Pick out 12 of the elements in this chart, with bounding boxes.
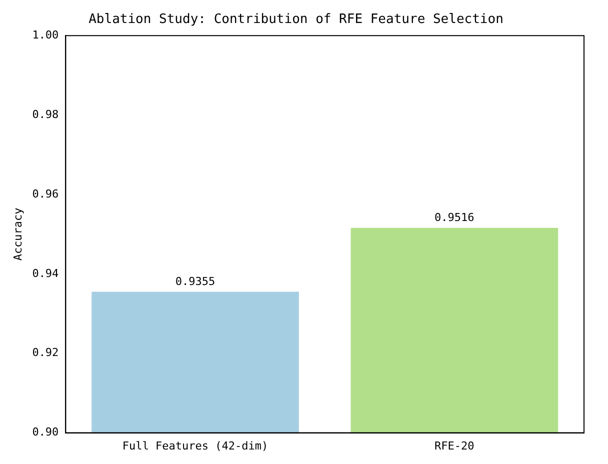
y-tick-label: 0.90 <box>32 426 59 439</box>
data-label: 0.9355 <box>175 275 216 288</box>
y-tick-label: 0.94 <box>32 266 60 280</box>
y-axis-title: Accuracy <box>11 207 24 261</box>
y-tick-label: 0.96 <box>32 187 59 200</box>
x-tick-label: RFE-20 <box>434 439 474 452</box>
chart-title: Ablation Study: Contribution of RFE Feature Selection <box>88 12 504 28</box>
data-label: 0.9516 <box>434 211 474 224</box>
y-tick-label: 0.98 <box>32 108 59 121</box>
y-tick-label: 1.00 <box>32 28 59 42</box>
y-tick-label: 0.92 <box>32 346 59 360</box>
x-tick-label: Full Features (42-dim) <box>122 439 268 452</box>
